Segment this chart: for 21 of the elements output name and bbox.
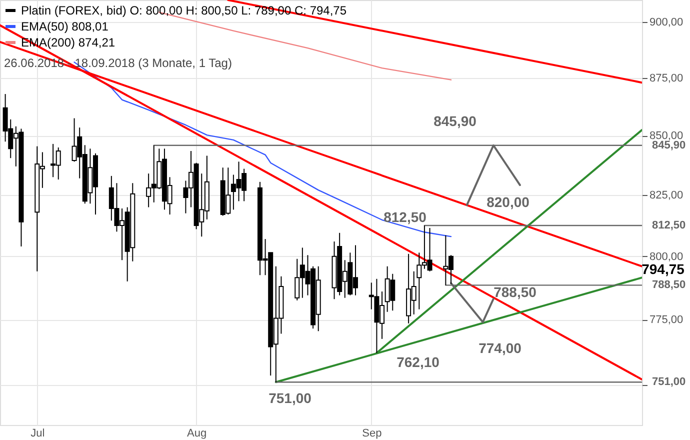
y-tick-label: 800,00 <box>650 250 684 263</box>
data-label: 788,50 <box>652 279 686 292</box>
data-label: 812,50 <box>652 220 686 232</box>
y-tick-label: 900,00 <box>650 16 684 28</box>
annotation: 762,10 <box>396 354 440 370</box>
y-tick-label: 825,00 <box>650 190 684 202</box>
annotation: 845,90 <box>434 113 477 129</box>
annotation: 820,00 <box>486 194 530 210</box>
x-tick-label: Jul <box>30 428 45 440</box>
y-tick-label: 775,00 <box>650 314 684 326</box>
x-tick-label: Aug <box>187 428 207 440</box>
annotation: 812,50 <box>384 209 427 225</box>
data-label: 751,00 <box>652 376 686 388</box>
y-tick-label: 875,00 <box>650 72 684 85</box>
annotation: 794,75 <box>642 261 685 277</box>
annotation: 751,00 <box>268 390 312 406</box>
annotation: 774,00 <box>478 340 522 356</box>
x-tick-label: Sep <box>362 428 382 440</box>
legend-label: EMA(50) 808,01 <box>21 20 109 34</box>
annotation: 788,50 <box>494 284 537 300</box>
text: 26.06.2018 - 18.09.2018 (3 Monate, 1 Tag) <box>4 56 232 70</box>
